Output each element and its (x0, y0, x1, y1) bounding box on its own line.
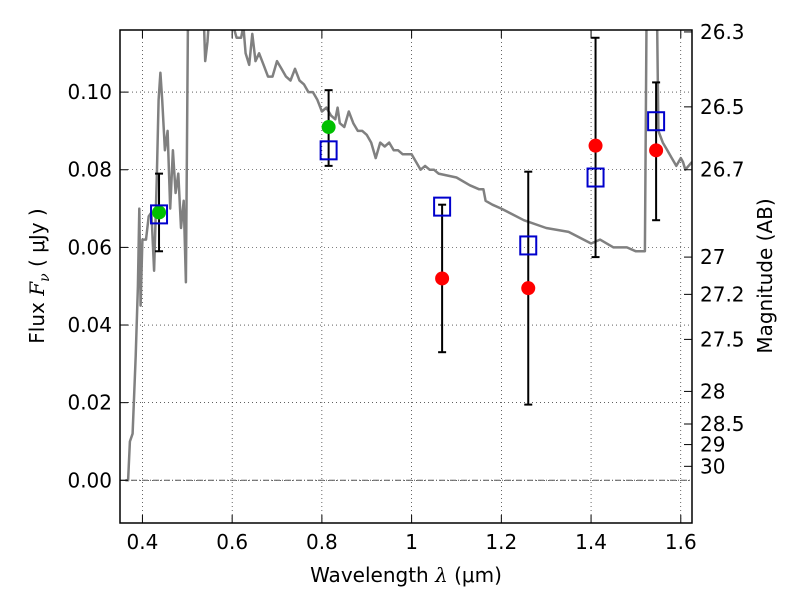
x-tick-label: 1 (405, 530, 418, 554)
right-tick-label: 29 (700, 433, 725, 457)
right-tick-label: 26.7 (700, 158, 745, 182)
right-tick-label: 26.3 (700, 20, 745, 44)
x-axis-title: Wavelength λ (μm) (310, 563, 502, 587)
right-tick-label: 28.5 (700, 412, 745, 436)
red-circle-point (435, 271, 450, 286)
y-axis-title-subscript: ν (37, 273, 53, 282)
green-circle-point (152, 205, 167, 220)
right-tick-label: 27.5 (700, 327, 745, 351)
x-tick-label: 0.6 (216, 530, 248, 554)
x-tick-label: 0.8 (306, 530, 338, 554)
blue-square-point (150, 204, 169, 225)
red-circle-point (649, 143, 664, 158)
x-axis-title-symbol: λ (434, 563, 448, 587)
grid-lines (120, 30, 692, 523)
y-axis-title-prefix: Flux (25, 296, 49, 344)
right-tick-label: 27 (700, 245, 725, 269)
blue-square-point (519, 235, 538, 256)
x-tick-label: 1.2 (485, 530, 517, 554)
green-circle-point (321, 120, 336, 135)
right-axis-title: Magnitude (AB) (753, 198, 777, 353)
plot-frame (119, 29, 693, 524)
right-tick-label: 26.5 (700, 95, 745, 119)
red-circle-point (521, 281, 536, 296)
y-tick-label: 0.04 (67, 313, 112, 337)
right-tick-label: 30 (700, 454, 725, 478)
model-spectrum-line (125, 30, 692, 482)
y-tick-label: 0.00 (67, 468, 112, 492)
x-tick-label: 0.4 (127, 530, 159, 554)
y-axis-title-symbol: F (25, 281, 49, 297)
axis-ticks: 0.4 0.6 0.8 1 1.2 1.4 1.6 0.00 0.02 0.04 0.06 0.08 0… (67, 20, 744, 554)
blue-square-point (647, 111, 666, 132)
x-tick-label: 1.6 (665, 530, 697, 554)
right-tick-label: 27.2 (700, 282, 745, 306)
plot-data-area (125, 30, 692, 482)
y-tick-label: 0.10 (67, 80, 112, 104)
blue-square-point (586, 167, 605, 188)
y-axis-title: Flux Fν ( μJy ) (25, 208, 53, 343)
right-tick-label: 28 (700, 379, 725, 403)
y-tick-label: 0.06 (67, 235, 112, 259)
y-tick-label: 0.08 (67, 158, 112, 182)
y-tick-label: 0.02 (67, 391, 112, 415)
y-axis-title-suffix: ( μJy ) (25, 208, 49, 273)
red-circle-point (588, 138, 603, 153)
blue-square-point (433, 196, 452, 217)
x-tick-label: 1.4 (575, 530, 607, 554)
x-axis-title-suffix: (μm) (448, 563, 502, 587)
x-axis-title-prefix: Wavelength (310, 563, 435, 587)
blue-square-point (319, 140, 338, 161)
